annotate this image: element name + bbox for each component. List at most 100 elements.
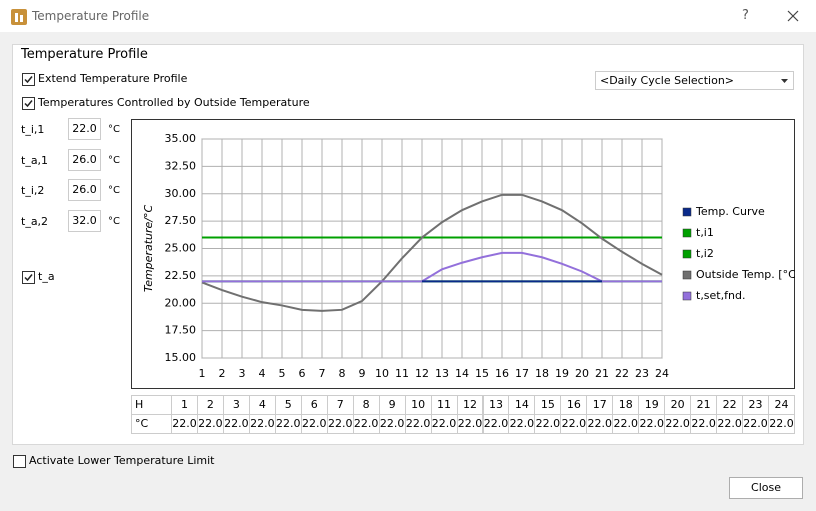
hour-cell: 23 <box>742 395 770 415</box>
value-cell[interactable]: 22.0 <box>404 414 432 434</box>
y-axis-label: Temperature/°C <box>142 205 155 293</box>
x-tick-label: 3 <box>239 367 246 380</box>
hour-cell: 12 <box>456 395 484 415</box>
value-cell[interactable]: 22.0 <box>196 414 224 434</box>
value-cell[interactable]: 22.0 <box>430 414 458 434</box>
table-header-cell: H <box>131 395 172 415</box>
legend-label: t,i1 <box>696 226 714 239</box>
value-cell[interactable]: 22.0 <box>378 414 406 434</box>
window-title: Temperature Profile <box>32 9 150 23</box>
table-header-cell: °C <box>131 414 172 434</box>
help-button[interactable]: ? <box>742 8 749 23</box>
input-box[interactable]: 22.0 <box>68 118 101 140</box>
value-cell[interactable]: 22.0 <box>326 414 354 434</box>
dropdown[interactable]: <Daily Cycle Selection> <box>595 71 794 90</box>
x-tick-label: 24 <box>655 367 669 380</box>
x-tick-label: 23 <box>635 367 649 380</box>
hour-cell: 11 <box>430 395 458 415</box>
value-cell[interactable]: 22.0 <box>300 414 328 434</box>
legend-label: Temp. Curve <box>695 205 765 218</box>
x-tick-label: 2 <box>219 367 226 380</box>
legend-label: t,set,fnd. <box>696 289 745 302</box>
y-tick-label: 20.00 <box>165 296 197 309</box>
input-box[interactable]: 26.0 <box>68 148 101 171</box>
x-tick-label: 7 <box>319 367 326 380</box>
dropdown-arrow <box>781 79 788 83</box>
value-cell[interactable]: 22.0 <box>248 414 276 434</box>
input-unit: °C <box>108 215 120 227</box>
check-path <box>24 100 33 108</box>
value-cell[interactable]: 22.0 <box>560 414 588 434</box>
input-label: t_a,1 <box>21 153 49 167</box>
check-mark <box>24 100 33 108</box>
hour-cell: 7 <box>326 395 354 415</box>
hour-cell: 17 <box>586 395 614 415</box>
x-tick-label: 6 <box>299 367 306 380</box>
value-cell[interactable]: 22.0 <box>716 414 744 434</box>
x-tick-label: 19 <box>555 367 569 380</box>
title-bar <box>0 0 816 32</box>
value-cell[interactable]: 22.0 <box>742 414 770 434</box>
hour-cell: 20 <box>664 395 692 415</box>
check-mark <box>24 274 33 282</box>
y-tick-label: 35.00 <box>165 132 197 145</box>
hour-cell: 10 <box>404 395 432 415</box>
hour-cell: 1 <box>171 395 198 415</box>
value-cell[interactable]: 22.0 <box>638 414 666 434</box>
x-tick-label: 1 <box>199 367 206 380</box>
y-tick-label: 30.00 <box>165 187 197 200</box>
y-tick-label: 32.50 <box>165 159 197 172</box>
value-cell[interactable]: 22.0 <box>171 414 198 434</box>
x-tick-label: 4 <box>259 367 266 380</box>
hour-cell: 2 <box>196 395 224 415</box>
app-icon <box>11 9 27 25</box>
check-path <box>24 76 33 84</box>
legend-label: t,i2 <box>696 247 714 260</box>
value-cell[interactable]: 22.0 <box>508 414 536 434</box>
x-tick-label: 16 <box>495 367 509 380</box>
value-cell[interactable]: 22.0 <box>768 414 795 434</box>
hour-cell: 21 <box>690 395 718 415</box>
checkbox[interactable] <box>22 271 35 284</box>
x-tick-label: 9 <box>359 367 366 380</box>
value-cell[interactable]: 22.0 <box>586 414 614 434</box>
input-label: t_i,1 <box>21 123 45 136</box>
value-cell[interactable]: 22.0 <box>482 414 510 434</box>
hour-cell: 24 <box>768 395 795 415</box>
value-cell[interactable]: 22.0 <box>352 414 380 434</box>
input-box[interactable]: 32.0 <box>68 209 101 232</box>
value-cell[interactable]: 22.0 <box>690 414 718 434</box>
value-cell[interactable]: 22.0 <box>222 414 250 434</box>
hour-cell: 18 <box>612 395 640 415</box>
checkbox[interactable] <box>13 455 26 468</box>
close-icon[interactable] <box>787 10 799 22</box>
input-box[interactable]: 26.0 <box>68 179 101 201</box>
value-cell[interactable]: 22.0 <box>456 414 484 434</box>
checkbox[interactable] <box>22 97 35 110</box>
hour-cell: 16 <box>560 395 588 415</box>
x-tick-label: 20 <box>575 367 589 380</box>
hour-cell: 8 <box>352 395 380 415</box>
value-cell[interactable]: 22.0 <box>274 414 302 434</box>
x-tick-label: 18 <box>535 367 549 380</box>
y-tick-label: 25.00 <box>165 242 197 255</box>
hour-table: H °C 1 22.0 2 22.0 3 22.0 4 22.0 5 22.0 6 22.0 7 22.0 8 2… <box>131 395 795 434</box>
value-cell[interactable]: 22.0 <box>534 414 562 434</box>
hour-cell: 22 <box>716 395 744 415</box>
chart: 15.00 17.50 20.00 22.50 25.00 27.50 30.00 32.50… <box>131 119 795 389</box>
x-tick-label: 12 <box>415 367 429 380</box>
y-tick-label: 22.50 <box>165 269 197 282</box>
close-button[interactable]: Close <box>729 477 803 499</box>
checkbox[interactable] <box>22 73 35 86</box>
hour-cell: 6 <box>300 395 328 415</box>
hour-cell: 9 <box>378 395 406 415</box>
x-tick-label: 8 <box>339 367 346 380</box>
x-tick-label: 14 <box>455 367 469 380</box>
checkbox-label: t_a <box>38 270 55 283</box>
hour-cell: 5 <box>274 395 302 415</box>
input-label: t_i,2 <box>21 184 45 197</box>
x-tick-label: 5 <box>279 367 286 380</box>
series-line <box>202 251 662 283</box>
value-cell[interactable]: 22.0 <box>612 414 640 434</box>
value-cell[interactable]: 22.0 <box>664 414 692 434</box>
